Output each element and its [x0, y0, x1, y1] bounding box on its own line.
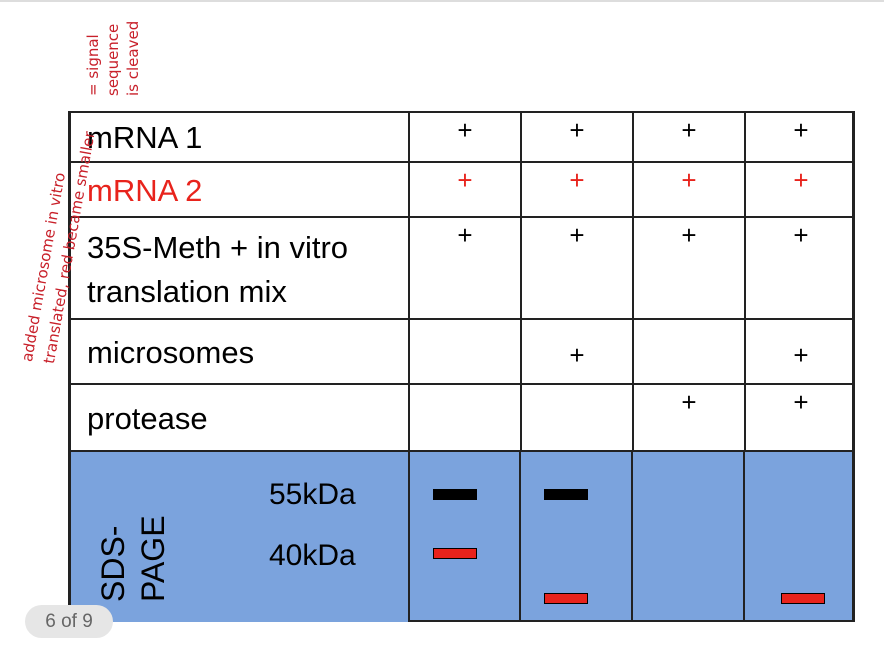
table-row: protease + + — [68, 385, 855, 452]
plus-sign: + — [681, 165, 697, 195]
gel-label: SDS- PAGE — [93, 452, 173, 602]
table-cell: + — [408, 113, 520, 161]
row-label: 35S-Meth + in vitro translation mix — [87, 230, 349, 309]
plus-sign: + — [793, 115, 809, 145]
table-row: 35S-Meth + in vitro translation mix + + + + — [68, 218, 855, 320]
table-row: mRNA 1 + + + + — [68, 113, 855, 163]
table-cell: + — [520, 218, 632, 318]
page-indicator[interactable]: 6 of 9 — [25, 605, 113, 638]
table-cell: + — [520, 320, 632, 383]
table-cell: + — [408, 163, 520, 216]
table-cell: + — [520, 163, 632, 216]
table-cell: + — [632, 113, 744, 161]
band — [544, 593, 588, 604]
gel: SDS- PAGE 55kDa 40kDa — [68, 452, 855, 622]
plus-sign: + — [457, 220, 473, 250]
handwritten-note: = signal — [84, 34, 102, 96]
table-cell: + — [744, 163, 856, 216]
lane-divider — [519, 452, 521, 622]
table-cell: + — [632, 385, 744, 450]
table-cell — [632, 320, 744, 383]
band — [433, 548, 477, 559]
plus-sign: + — [457, 165, 473, 195]
slide-top-border — [0, 0, 884, 2]
lane-divider — [408, 452, 410, 622]
table-cell — [520, 385, 632, 450]
band — [781, 593, 825, 604]
row-label: mRNA 1 — [87, 120, 203, 155]
band — [433, 489, 477, 500]
table-cell: + — [744, 113, 856, 161]
table-cell: + — [744, 385, 856, 450]
table-cell — [408, 320, 520, 383]
plus-sign: + — [569, 340, 585, 370]
plus-sign: + — [793, 387, 809, 417]
table-cell: + — [408, 218, 520, 318]
plus-sign: + — [569, 165, 585, 195]
table-row: microsomes + + — [68, 320, 855, 385]
gel-bottom — [408, 620, 855, 622]
plus-sign: + — [681, 220, 697, 250]
table-cell: + — [632, 163, 744, 216]
table-cell: + — [632, 218, 744, 318]
row-label: mRNA 2 — [87, 172, 203, 208]
table-row: mRNA 2 + + + + — [68, 163, 855, 218]
row-label: microsomes — [87, 334, 255, 370]
table-cell: + — [520, 113, 632, 161]
lane-divider — [743, 452, 745, 622]
plus-sign: + — [457, 115, 473, 145]
plus-sign: + — [569, 220, 585, 250]
row-label: protease — [87, 400, 208, 436]
plus-sign: + — [681, 115, 697, 145]
handwritten-note: sequence — [104, 23, 122, 96]
table-cell — [408, 385, 520, 450]
table-top-border — [68, 111, 855, 113]
marker-label: 55kDa — [269, 478, 356, 511]
handwritten-note: is cleaved — [124, 20, 142, 96]
marker-label: 40kDa — [269, 539, 356, 572]
plus-sign: + — [793, 340, 809, 370]
plus-sign: + — [569, 115, 585, 145]
gel-label-line: SDS- — [95, 525, 131, 602]
table-cell: + — [744, 218, 856, 318]
lane-divider — [631, 452, 633, 622]
gel-label-line: PAGE — [135, 515, 171, 602]
band — [544, 489, 588, 500]
plus-sign: + — [793, 220, 809, 250]
plus-sign: + — [793, 165, 809, 195]
plus-sign: + — [681, 387, 697, 417]
table-cell: + — [744, 320, 856, 383]
